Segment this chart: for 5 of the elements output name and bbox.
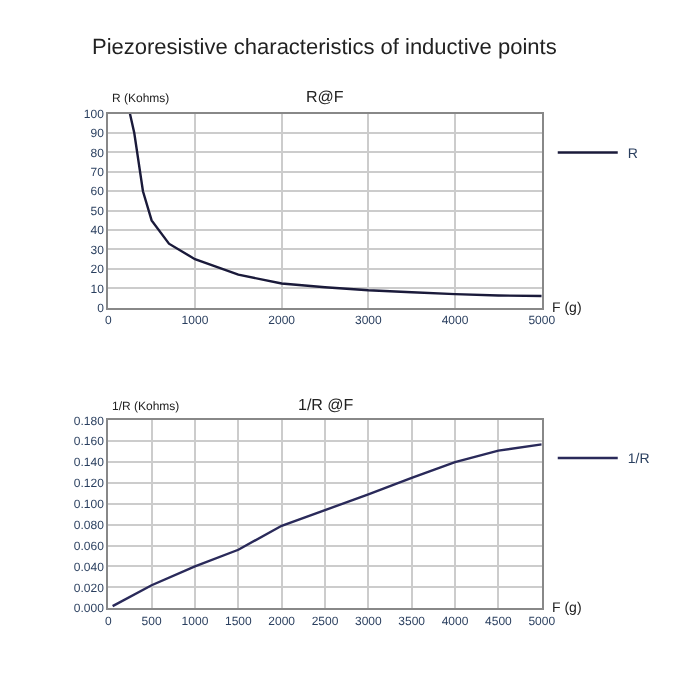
line-series — [128, 113, 542, 298]
chart-title: Piezoresistive characteristics of inductive points — [92, 36, 558, 60]
line-series — [111, 443, 542, 608]
chart-subtitle: R@F — [306, 88, 344, 106]
chart-title: 1/R @F — [298, 396, 354, 414]
